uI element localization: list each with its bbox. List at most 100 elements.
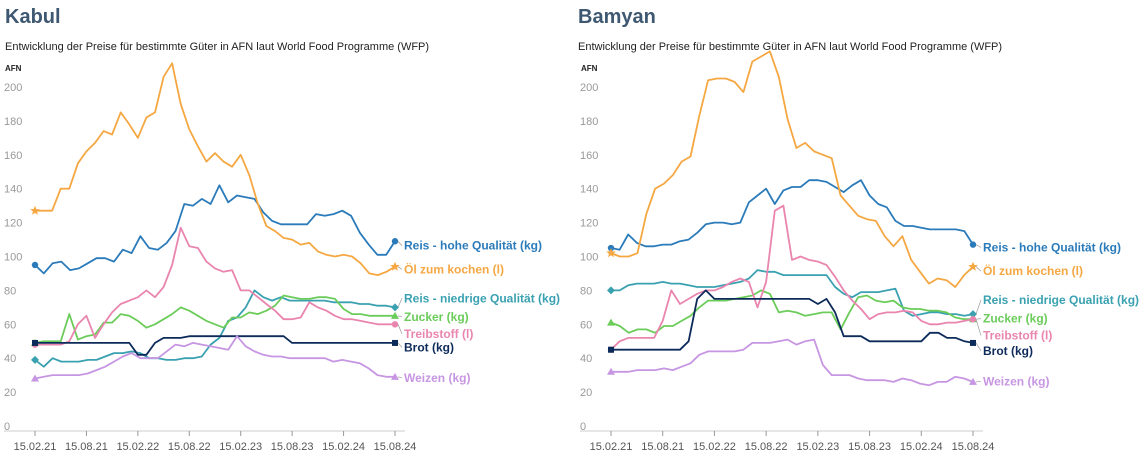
series-end-marker — [970, 339, 976, 346]
series-label: Öl zum kochen (l) — [983, 263, 1083, 278]
y-tick-label: 100 — [4, 252, 22, 264]
series-label-leader — [397, 266, 403, 270]
x-tick-label: 15.08.22 — [168, 441, 211, 453]
series-start-marker — [30, 205, 40, 215]
series-line — [35, 335, 395, 356]
series-label: Reis - niedrige Qualität (kg) — [983, 293, 1139, 307]
y-tick-label: 160 — [580, 150, 598, 162]
series-reis-niedrige-qualitaet-kg: Reis - niedrige Qualität (kg) — [31, 289, 560, 368]
series-line — [34, 184, 396, 275]
y-tick-label: 60 — [580, 319, 592, 331]
series-label-leader — [975, 299, 982, 315]
x-tick-label: 15.08.22 — [745, 441, 788, 453]
series-label: Weizen (kg) — [404, 371, 470, 385]
series-line — [611, 338, 974, 387]
series-label: Reis - hohe Qualität (kg) — [983, 240, 1121, 254]
series-label-leader — [975, 342, 982, 351]
x-tick-label: 15.08.23 — [848, 441, 891, 453]
y-tick-label: 80 — [4, 285, 16, 297]
y-tick-label: 100 — [580, 252, 598, 264]
y-tick-label: 0 — [580, 421, 586, 433]
series-end-marker — [969, 310, 977, 319]
series-label: Brot (kg) — [983, 344, 1033, 358]
series-end-marker — [391, 372, 399, 380]
series-start-marker — [606, 248, 616, 258]
series-reis-hohe-qualitaet-kg: Reis - hohe Qualität (kg) — [607, 179, 1121, 254]
series-start-marker — [31, 355, 39, 364]
x-tick-label: 15.02.21 — [590, 441, 633, 453]
series-label-leader — [975, 380, 982, 383]
y-axis-unit-label: AFN — [581, 64, 598, 73]
y-tick-label: 200 — [4, 82, 22, 94]
series-label-leader — [397, 342, 403, 348]
series-start-marker — [607, 244, 615, 252]
series-line — [34, 294, 395, 344]
series-label: Brot (kg) — [404, 340, 454, 354]
series-oel-zum-kochen-l: Öl zum kochen (l) — [606, 50, 1083, 288]
series-oel-zum-kochen-l: Öl zum kochen (l) — [30, 62, 504, 276]
x-tick-label: 15.08.23 — [271, 441, 314, 453]
series-label: Zucker (kg) — [404, 310, 469, 324]
series-end-marker — [391, 311, 399, 319]
series-start-marker — [32, 339, 38, 346]
series-label: Reis - niedrige Qualität (kg) — [404, 291, 560, 305]
series-end-marker — [968, 261, 978, 271]
series-label: Treibstoff (l) — [404, 327, 473, 341]
series-label: Öl zum kochen (l) — [404, 261, 504, 276]
series-line — [610, 204, 974, 351]
chart-subtitle: Entwicklung der Preise für bestimmte Güt… — [5, 41, 430, 53]
y-tick-label: 140 — [4, 184, 22, 196]
x-tick-label: 15.08.24 — [952, 441, 995, 453]
x-tick-label: 15.02.22 — [693, 441, 736, 453]
chart-title: Bamyan — [578, 6, 656, 28]
y-tick-label: 200 — [580, 82, 598, 94]
series-end-marker — [391, 238, 399, 245]
series-label-leader — [975, 318, 982, 320]
series-end-marker — [390, 261, 400, 271]
y-tick-label: 40 — [580, 353, 592, 365]
series-label-leader — [397, 315, 403, 318]
y-tick-label: 120 — [580, 218, 598, 230]
series-label-leader — [975, 319, 982, 336]
series-end-marker — [969, 316, 977, 323]
series-brot-kg: Brot (kg) — [608, 289, 1033, 358]
x-tick-label: 15.02.23 — [219, 441, 262, 453]
series-line — [610, 179, 974, 251]
x-tick-label: 15.02.22 — [116, 441, 159, 453]
series-end-marker — [391, 321, 399, 328]
series-label-leader — [975, 266, 982, 272]
series-line — [610, 50, 974, 288]
series-weizen-kg: Weizen (kg) — [607, 338, 1049, 388]
x-tick-label: 15.02.24 — [900, 441, 943, 453]
y-tick-label: 180 — [4, 116, 22, 128]
series-label: Reis - hohe Qualität (kg) — [404, 239, 542, 253]
series-end-marker — [969, 377, 977, 385]
series-start-marker — [31, 374, 39, 382]
series-line — [35, 226, 395, 346]
y-tick-label: 60 — [4, 319, 16, 331]
series-label-leader — [397, 324, 403, 334]
y-tick-label: 80 — [580, 285, 592, 297]
series-line — [611, 269, 974, 317]
series-start-marker — [31, 261, 39, 269]
series-zucker-kg: Zucker (kg) — [31, 294, 469, 346]
series-brot-kg: Brot (kg) — [32, 335, 454, 356]
series-reis-hohe-qualitaet-kg: Reis - hohe Qualität (kg) — [31, 184, 542, 275]
y-tick-label: 40 — [4, 353, 16, 365]
line-chart-bamyan: AFN 0 20 40 60 80 100 120 140 160 180 200 15.02.21 15… — [580, 50, 1139, 453]
series-start-marker — [608, 346, 614, 353]
series-label: Weizen (kg) — [983, 374, 1049, 388]
series-label-leader — [397, 241, 403, 246]
series-line — [611, 289, 974, 351]
y-tick-label: 160 — [4, 150, 22, 162]
y-tick-label: 120 — [4, 218, 22, 230]
series-label-leader — [975, 244, 982, 248]
series-label: Treibstoff (l) — [983, 329, 1052, 343]
x-tick-label: 15.08.24 — [374, 441, 417, 453]
series-line — [34, 289, 396, 368]
y-tick-label: 20 — [4, 387, 16, 399]
y-tick-label: 140 — [580, 184, 598, 196]
series-end-marker — [392, 339, 398, 346]
series-reis-niedrige-qualitaet-kg: Reis - niedrige Qualität (kg) — [607, 269, 1139, 319]
series-start-marker — [607, 318, 615, 326]
